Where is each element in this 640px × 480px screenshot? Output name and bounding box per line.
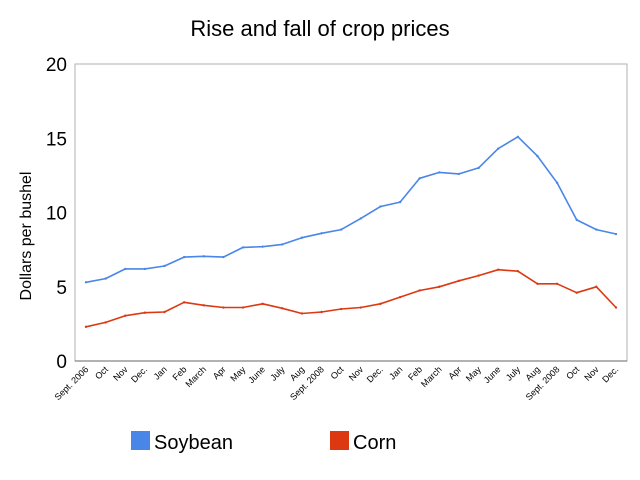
data-point-corn bbox=[84, 325, 88, 329]
data-point-corn bbox=[575, 291, 578, 294]
data-point-soybean bbox=[438, 171, 441, 174]
data-point-soybean bbox=[163, 264, 166, 268]
x-tick-label: July bbox=[504, 364, 523, 383]
y-tick-label: 0 bbox=[56, 352, 67, 373]
data-point-corn bbox=[143, 311, 147, 314]
legend-label-corn: Corn bbox=[353, 432, 396, 454]
data-point-soybean bbox=[359, 217, 363, 220]
x-tick-label: Nov bbox=[111, 364, 130, 383]
data-point-soybean bbox=[241, 246, 245, 249]
data-point-corn bbox=[202, 304, 205, 307]
series-line-corn bbox=[85, 268, 617, 328]
data-point-corn bbox=[497, 268, 500, 271]
x-tick-label: Oct bbox=[93, 364, 110, 381]
data-point-soybean bbox=[497, 147, 500, 150]
data-point-corn bbox=[300, 312, 304, 315]
x-tick-label: Apr bbox=[446, 364, 463, 381]
y-tick-label: 20 bbox=[46, 55, 67, 76]
data-point-soybean bbox=[202, 255, 205, 258]
legend-label-soybean: Soybean bbox=[154, 432, 233, 454]
data-point-corn bbox=[281, 307, 284, 310]
legend-swatch-soybean bbox=[131, 431, 150, 450]
y-tick-label: 5 bbox=[56, 278, 67, 299]
data-point-corn bbox=[438, 285, 441, 288]
x-tick-label: Nov bbox=[347, 364, 366, 383]
series-line-soybean bbox=[85, 136, 617, 284]
data-point-soybean bbox=[536, 154, 539, 158]
data-point-corn bbox=[536, 282, 539, 285]
data-point-corn bbox=[595, 285, 598, 288]
data-point-soybean bbox=[555, 181, 559, 184]
x-tick-label: July bbox=[268, 364, 287, 383]
legend-swatch-corn bbox=[330, 431, 349, 450]
data-point-corn bbox=[339, 307, 343, 311]
data-point-soybean bbox=[222, 255, 225, 259]
x-tick-label: Dec. bbox=[365, 364, 385, 384]
x-tick-label: March bbox=[183, 364, 208, 389]
data-point-soybean bbox=[477, 166, 480, 170]
data-point-soybean bbox=[84, 281, 88, 284]
data-point-soybean bbox=[516, 135, 520, 138]
data-point-corn bbox=[477, 274, 480, 277]
data-point-corn bbox=[222, 306, 225, 309]
data-point-soybean bbox=[398, 200, 402, 204]
data-point-soybean bbox=[320, 232, 323, 235]
data-point-soybean bbox=[261, 245, 264, 248]
x-tick-label: March bbox=[419, 364, 444, 389]
data-point-corn bbox=[516, 269, 520, 273]
data-point-corn bbox=[379, 302, 382, 306]
data-point-corn bbox=[241, 306, 245, 309]
data-point-soybean bbox=[575, 218, 578, 222]
y-tick-label: 15 bbox=[46, 129, 67, 150]
data-point-soybean bbox=[339, 228, 343, 231]
data-point-soybean bbox=[595, 228, 598, 231]
data-point-soybean bbox=[379, 205, 382, 208]
data-point-soybean bbox=[457, 172, 461, 176]
x-tick-label: Oct bbox=[329, 364, 346, 381]
data-point-corn bbox=[398, 295, 402, 299]
y-tick-label: 10 bbox=[46, 204, 67, 225]
data-point-corn bbox=[418, 289, 421, 292]
x-tick-label: Nov bbox=[582, 364, 601, 383]
x-tick-label: Dec. bbox=[129, 364, 149, 384]
x-tick-label: Jan bbox=[387, 364, 404, 381]
x-tick-label: Dec. bbox=[600, 364, 620, 384]
x-tick-label: June bbox=[246, 364, 267, 385]
data-point-corn bbox=[182, 301, 186, 304]
data-point-soybean bbox=[418, 177, 421, 180]
x-tick-label: June bbox=[482, 364, 503, 385]
data-point-corn bbox=[320, 310, 323, 314]
x-tick-label: May bbox=[464, 364, 483, 383]
data-point-soybean bbox=[143, 267, 147, 271]
chart-title: Rise and fall of crop prices bbox=[190, 16, 449, 41]
x-tick-label: Jan bbox=[152, 364, 169, 381]
data-point-corn bbox=[359, 306, 363, 309]
data-point-soybean bbox=[124, 267, 127, 271]
data-point-corn bbox=[614, 306, 618, 309]
x-tick-label: Oct bbox=[564, 364, 581, 381]
plot-frame bbox=[74, 63, 628, 362]
data-point-soybean bbox=[182, 255, 186, 259]
data-point-soybean bbox=[614, 232, 618, 236]
data-point-corn bbox=[457, 279, 461, 283]
legend: Soybean Corn bbox=[131, 431, 396, 454]
data-point-corn bbox=[261, 302, 264, 306]
data-point-soybean bbox=[281, 243, 284, 246]
data-point-soybean bbox=[300, 236, 304, 239]
data-point-soybean bbox=[104, 277, 107, 280]
data-point-corn bbox=[163, 310, 166, 314]
data-point-corn bbox=[124, 314, 127, 317]
data-point-corn bbox=[104, 321, 107, 324]
x-tick-label: Apr bbox=[211, 364, 228, 381]
x-tick-label: May bbox=[228, 364, 247, 383]
y-axis-label: Dollars per bushel bbox=[18, 172, 35, 301]
data-point-corn bbox=[555, 282, 559, 285]
